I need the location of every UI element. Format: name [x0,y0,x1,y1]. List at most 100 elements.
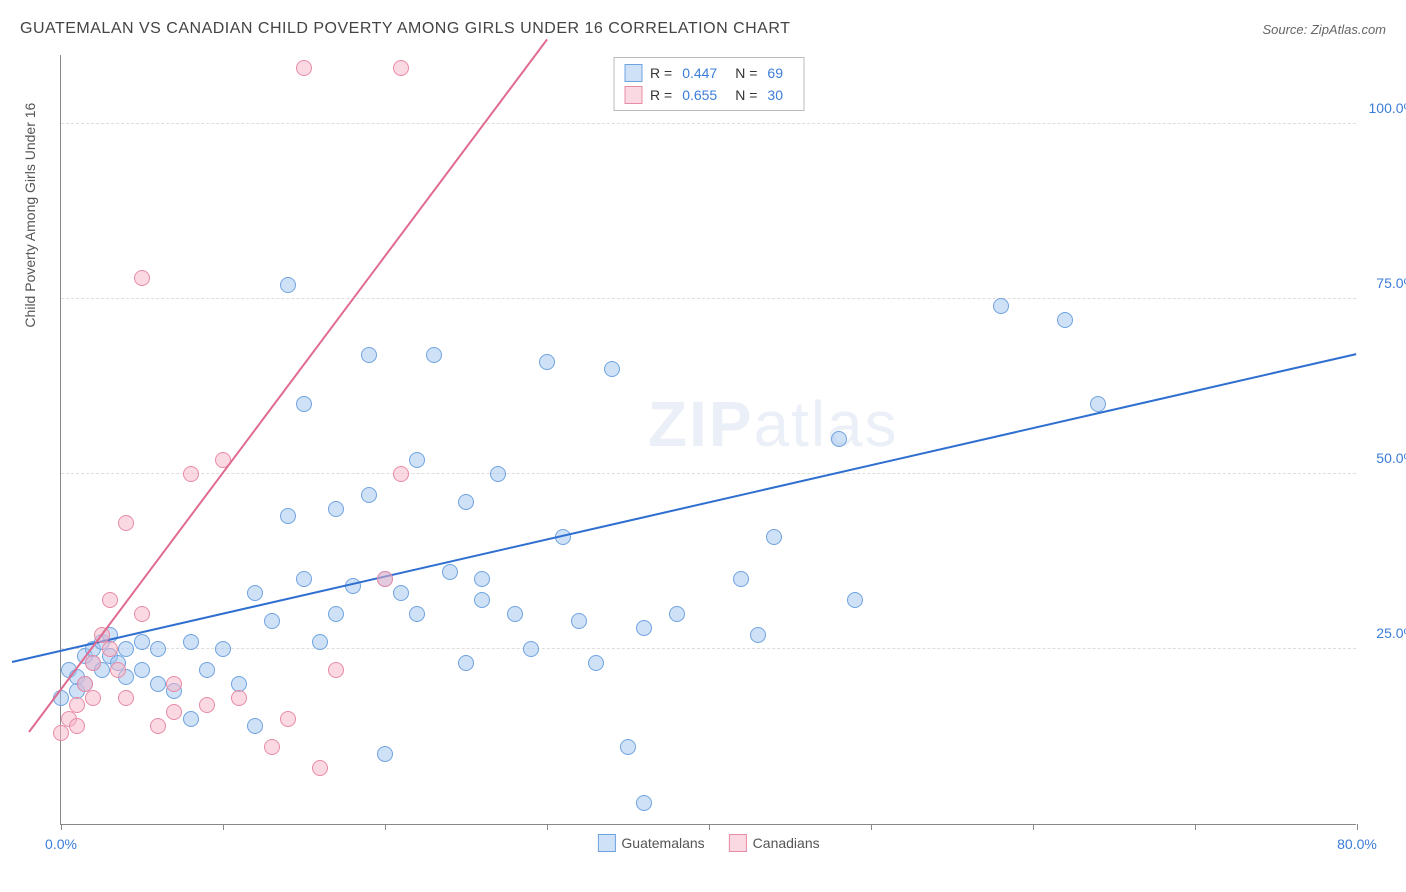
scatter-point [183,634,199,650]
scatter-point [280,711,296,727]
scatter-point [636,620,652,636]
x-tick-mark [547,824,548,830]
scatter-point [118,641,134,657]
scatter-point [134,662,150,678]
y-tick-label: 50.0% [1361,450,1406,466]
legend-stats-box: R = 0.447 N = 69 R = 0.655 N = 30 [613,57,804,111]
scatter-point [85,690,101,706]
trend-line [12,353,1357,663]
scatter-point [409,452,425,468]
scatter-point [328,662,344,678]
trend-line [28,38,548,732]
scatter-point [183,711,199,727]
y-tick-label: 25.0% [1361,625,1406,641]
scatter-point [377,746,393,762]
legend-item-label: Canadians [753,835,820,851]
scatter-point [53,725,69,741]
scatter-point [166,676,182,692]
scatter-point [280,508,296,524]
legend-r-value: 0.447 [682,65,717,81]
scatter-point [458,494,474,510]
scatter-point [588,655,604,671]
scatter-point [490,466,506,482]
scatter-point [134,270,150,286]
y-tick-label: 100.0% [1361,100,1406,116]
scatter-point [604,361,620,377]
scatter-point [523,641,539,657]
scatter-point [620,739,636,755]
scatter-point [669,606,685,622]
scatter-point [328,606,344,622]
scatter-point [199,662,215,678]
scatter-point [750,627,766,643]
legend-n-label: N = [735,87,757,103]
x-tick-mark [1033,824,1034,830]
scatter-point [426,347,442,363]
scatter-point [733,571,749,587]
scatter-point [280,277,296,293]
legend-stats-row: R = 0.447 N = 69 [624,62,793,84]
scatter-point [69,718,85,734]
x-tick-mark [385,824,386,830]
scatter-point [150,718,166,734]
x-tick-label: 0.0% [45,836,77,852]
legend-r-label: R = [650,65,672,81]
scatter-point [571,613,587,629]
legend-n-label: N = [735,65,757,81]
legend-n-value: 30 [767,87,783,103]
legend-r-value: 0.655 [682,87,717,103]
scatter-point [199,697,215,713]
scatter-point [102,641,118,657]
legend-n-value: 69 [767,65,783,81]
scatter-point [110,662,126,678]
scatter-point [393,60,409,76]
watermark: ZIPatlas [648,387,899,461]
scatter-point [183,466,199,482]
scatter-point [539,354,555,370]
scatter-point [231,690,247,706]
chart-title: GUATEMALAN VS CANADIAN CHILD POVERTY AMO… [20,20,790,38]
legend-swatch [624,64,642,82]
scatter-point [766,529,782,545]
x-tick-mark [61,824,62,830]
scatter-point [993,298,1009,314]
scatter-point [393,466,409,482]
scatter-point [215,641,231,657]
legend-item: Guatemalans [597,834,704,852]
legend-swatch [597,834,615,852]
legend-stats-row: R = 0.655 N = 30 [624,84,793,106]
scatter-point [474,571,490,587]
y-tick-label: 75.0% [1361,275,1406,291]
scatter-point [247,718,263,734]
scatter-point [296,60,312,76]
scatter-point [1090,396,1106,412]
scatter-point [150,641,166,657]
legend-swatch [729,834,747,852]
scatter-point [393,585,409,601]
legend-r-label: R = [650,87,672,103]
x-tick-label: 80.0% [1337,836,1377,852]
scatter-point [636,795,652,811]
scatter-point [312,760,328,776]
plot-area: ZIPatlas R =0.447N =69R =0.655N =30 Guat… [60,55,1356,825]
legend-swatch [624,86,642,104]
scatter-point [296,396,312,412]
scatter-point [458,655,474,671]
scatter-point [264,739,280,755]
scatter-point [847,592,863,608]
grid-line [61,123,1356,124]
scatter-point [166,704,182,720]
y-axis-label: Child Poverty Among Girls Under 16 [22,103,38,328]
scatter-point [361,487,377,503]
grid-line [61,298,1356,299]
scatter-point [361,347,377,363]
scatter-point [296,571,312,587]
x-tick-mark [1357,824,1358,830]
grid-line [61,648,1356,649]
scatter-point [102,592,118,608]
source-label: Source: ZipAtlas.com [1262,22,1386,37]
legend-item-label: Guatemalans [621,835,704,851]
x-tick-mark [1195,824,1196,830]
legend-item: Canadians [729,834,820,852]
scatter-point [1057,312,1073,328]
